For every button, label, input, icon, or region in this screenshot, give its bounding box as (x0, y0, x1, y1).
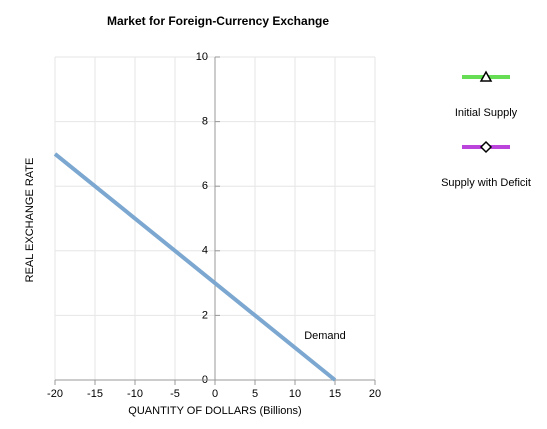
legend-marker (479, 70, 493, 82)
legend-label: Supply with Deficit (441, 177, 531, 189)
legend-marker (479, 140, 493, 154)
y-tick-label: 10 (196, 51, 208, 63)
y-axis-label: REAL EXCHANGE RATE (24, 158, 36, 283)
x-tick-label: 5 (252, 388, 258, 400)
y-tick-label: 8 (202, 116, 208, 128)
demand-line (53, 152, 337, 382)
x-tick-label: 10 (289, 388, 301, 400)
line-label: Demand (304, 330, 346, 342)
x-tick-label: 0 (212, 388, 218, 400)
x-tick-label: -10 (127, 388, 143, 400)
y-tick-label: 2 (202, 309, 208, 321)
y-tick-label: 6 (202, 180, 208, 192)
y-tick-label: 4 (202, 245, 208, 257)
chart-title: Market for Foreign-Currency Exchange (107, 14, 329, 28)
x-axis-label: QUANTITY OF DOLLARS (Billions) (128, 405, 301, 417)
x-tick-label: -5 (170, 388, 180, 400)
x-tick-label: 20 (369, 388, 381, 400)
x-tick-label: -15 (87, 388, 103, 400)
legend-label: Initial Supply (455, 107, 518, 119)
x-tick-label: 15 (329, 388, 341, 400)
x-tick-label: -20 (47, 388, 63, 400)
